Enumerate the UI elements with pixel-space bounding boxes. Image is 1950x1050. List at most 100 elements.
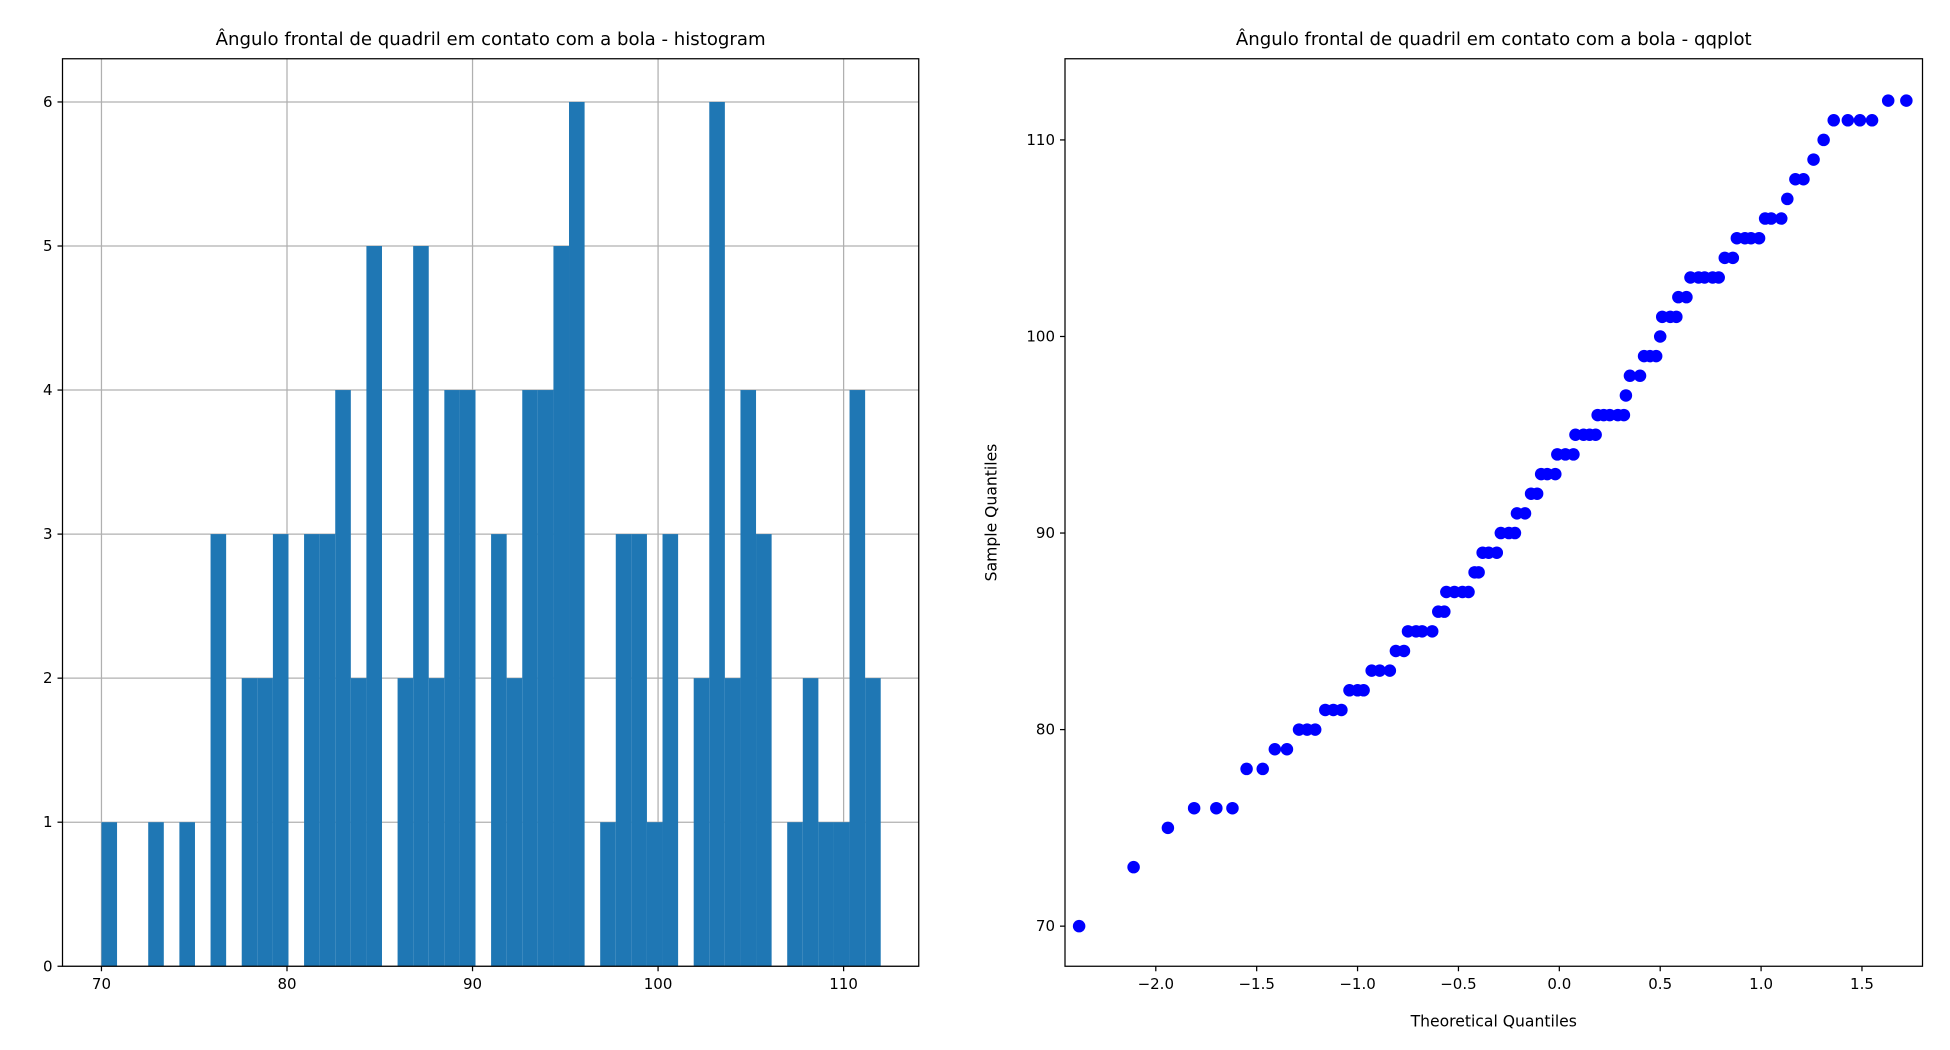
x-tick-label: 1.5 xyxy=(1850,975,1874,993)
point xyxy=(1653,330,1667,343)
point xyxy=(1881,94,1895,107)
point xyxy=(1900,94,1913,107)
point xyxy=(1549,467,1562,481)
x-axis-label: Theoretical Quantiles xyxy=(1410,1012,1577,1030)
y-tick-label: 110 xyxy=(1026,131,1055,149)
bar xyxy=(756,534,772,967)
bar xyxy=(335,390,351,967)
point xyxy=(1226,801,1239,815)
y-tick-label: 80 xyxy=(1036,721,1055,739)
x-tick-label: 0.5 xyxy=(1648,975,1672,993)
bar xyxy=(833,822,850,967)
bar xyxy=(865,678,881,967)
point xyxy=(1256,762,1269,776)
point xyxy=(1072,919,1086,933)
bar xyxy=(272,534,289,967)
point xyxy=(1518,507,1532,520)
bar xyxy=(506,678,523,967)
point xyxy=(1807,153,1820,166)
point xyxy=(1490,546,1504,559)
x-tick-label: −2.0 xyxy=(1138,975,1174,993)
point xyxy=(1268,743,1282,756)
x-tick-label: 70 xyxy=(92,975,111,993)
point xyxy=(1438,605,1451,618)
x-tick-label: 110 xyxy=(829,975,858,993)
point xyxy=(1462,585,1475,599)
bar xyxy=(522,390,538,967)
bar xyxy=(148,822,164,967)
bar xyxy=(444,390,460,967)
bar xyxy=(413,246,429,967)
bar xyxy=(179,822,195,967)
bar xyxy=(849,390,866,967)
point xyxy=(1817,133,1830,147)
point xyxy=(1187,801,1201,815)
point xyxy=(1508,526,1522,540)
point xyxy=(1841,114,1855,127)
bar xyxy=(818,822,834,967)
x-tick-label: 1.0 xyxy=(1749,975,1773,993)
point xyxy=(1712,271,1725,284)
point xyxy=(1240,762,1253,776)
bar xyxy=(740,390,757,967)
point xyxy=(1357,684,1370,697)
point xyxy=(1617,408,1631,422)
point xyxy=(1680,290,1693,304)
point xyxy=(1161,821,1175,835)
bar xyxy=(366,246,382,967)
bar xyxy=(241,678,258,967)
point xyxy=(1619,389,1633,402)
x-tick-label: −1.0 xyxy=(1339,975,1375,993)
bar xyxy=(257,678,273,967)
y-axis-label: Sample Quantiles xyxy=(982,444,1000,582)
y-tick-label: 0 xyxy=(43,957,53,975)
y-tick-label: 90 xyxy=(1036,524,1055,542)
point xyxy=(1210,801,1223,815)
bar xyxy=(600,822,616,967)
axes-frame xyxy=(61,58,920,967)
point xyxy=(1623,369,1637,383)
point xyxy=(1280,743,1294,756)
bar xyxy=(615,534,632,967)
y-tick-label: 3 xyxy=(43,525,53,543)
x-tick-label: −0.5 xyxy=(1440,975,1476,993)
point xyxy=(1752,231,1766,245)
bar xyxy=(304,534,320,967)
axes-frame xyxy=(1064,58,1924,967)
x-tick-label: 100 xyxy=(644,975,673,993)
y-tick-label: 4 xyxy=(43,381,53,399)
chart-title: Ângulo frontal de quadril em contato com… xyxy=(216,28,766,50)
point xyxy=(1633,369,1647,383)
point xyxy=(1415,625,1429,638)
x-tick-label: 90 xyxy=(463,975,482,993)
bar xyxy=(709,101,725,967)
point xyxy=(1670,310,1683,324)
point xyxy=(1827,114,1840,127)
point xyxy=(1383,664,1397,677)
point xyxy=(1425,625,1439,638)
point xyxy=(1781,192,1794,206)
point xyxy=(1726,251,1740,265)
x-tick-label: 80 xyxy=(277,975,296,993)
x-tick-label: −1.5 xyxy=(1238,975,1274,993)
y-tick-label: 2 xyxy=(43,669,53,687)
bar xyxy=(569,101,585,967)
point xyxy=(1335,703,1348,717)
point xyxy=(1127,860,1140,874)
bar xyxy=(537,390,554,967)
bar xyxy=(350,678,367,967)
point xyxy=(1472,566,1485,579)
chart-title: Ângulo frontal de quadril em contato com… xyxy=(1236,28,1752,50)
bar xyxy=(397,678,414,967)
bar xyxy=(491,534,507,967)
point xyxy=(1308,723,1322,736)
bar xyxy=(646,822,663,967)
bar xyxy=(553,246,570,967)
point xyxy=(1373,664,1387,677)
bar xyxy=(631,534,647,967)
y-tick-label: 70 xyxy=(1036,917,1055,935)
y-tick-label: 5 xyxy=(43,237,53,255)
point xyxy=(1865,114,1879,127)
bar xyxy=(319,534,336,967)
